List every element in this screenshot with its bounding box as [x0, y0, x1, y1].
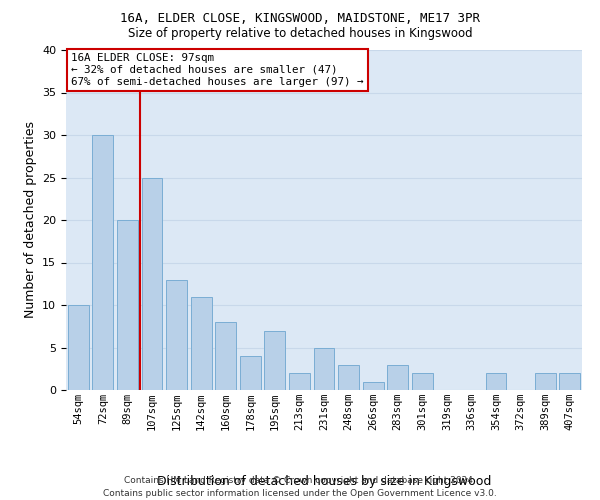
Text: 16A ELDER CLOSE: 97sqm
← 32% of detached houses are smaller (47)
67% of semi-det: 16A ELDER CLOSE: 97sqm ← 32% of detached…: [71, 54, 364, 86]
Bar: [535, 373, 556, 390]
Bar: [387, 364, 408, 390]
Y-axis label: Number of detached properties: Number of detached properties: [23, 122, 37, 318]
Bar: [362, 382, 383, 390]
Bar: [412, 373, 433, 390]
Bar: [191, 296, 212, 390]
Text: Contains HM Land Registry data © Crown copyright and database right 2024.
Contai: Contains HM Land Registry data © Crown c…: [103, 476, 497, 498]
Bar: [166, 280, 187, 390]
Bar: [559, 373, 580, 390]
Bar: [215, 322, 236, 390]
Bar: [142, 178, 163, 390]
Bar: [68, 305, 89, 390]
X-axis label: Distribution of detached houses by size in Kingswood: Distribution of detached houses by size …: [157, 474, 491, 488]
Bar: [314, 348, 334, 390]
Bar: [289, 373, 310, 390]
Text: 16A, ELDER CLOSE, KINGSWOOD, MAIDSTONE, ME17 3PR: 16A, ELDER CLOSE, KINGSWOOD, MAIDSTONE, …: [120, 12, 480, 26]
Bar: [485, 373, 506, 390]
Bar: [240, 356, 261, 390]
Bar: [265, 330, 286, 390]
Bar: [338, 364, 359, 390]
Text: Size of property relative to detached houses in Kingswood: Size of property relative to detached ho…: [128, 28, 472, 40]
Bar: [92, 135, 113, 390]
Bar: [117, 220, 138, 390]
